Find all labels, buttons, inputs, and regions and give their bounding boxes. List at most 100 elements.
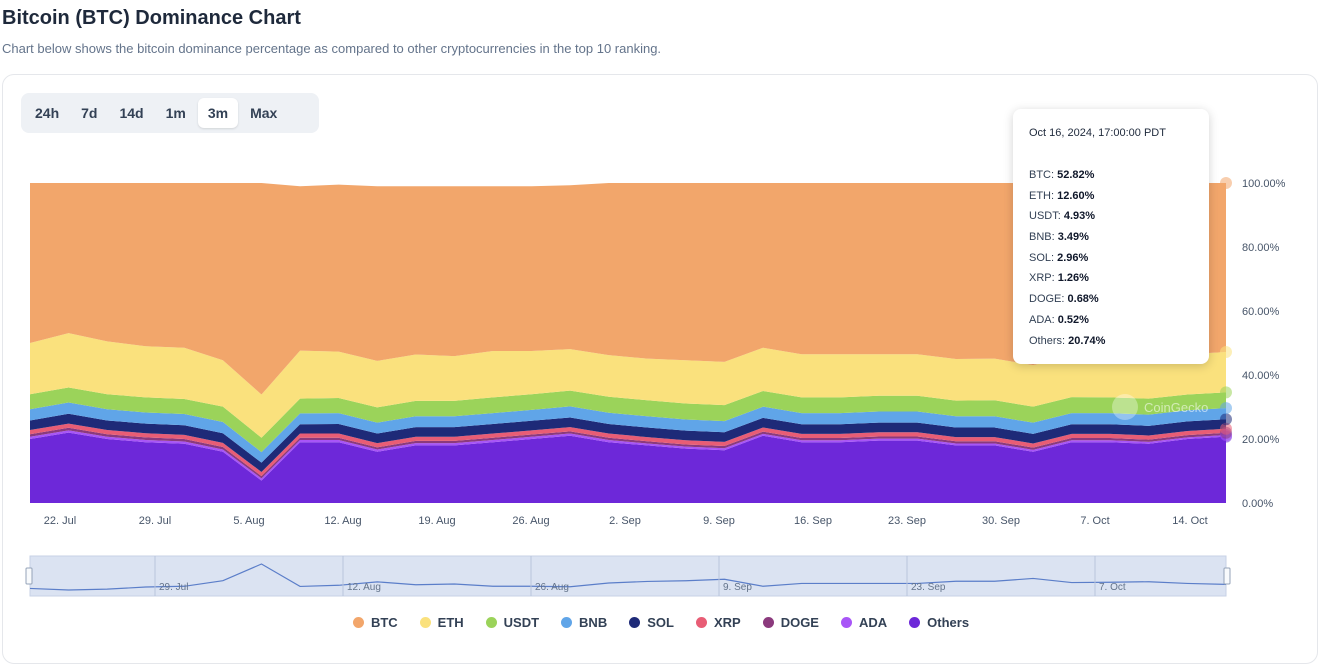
tooltip-row-xrp: XRP: 1.26%: [1029, 268, 1193, 289]
x-tick-label: 23. Sep: [888, 515, 926, 527]
legend-dot-icon: [352, 617, 364, 628]
legend-dot-icon: [762, 617, 774, 628]
marker-xrp: [1220, 422, 1232, 435]
legend-dot-icon: [840, 617, 852, 628]
legend-item-eth[interactable]: ETH: [419, 615, 464, 630]
x-tick-label: 22. Jul: [44, 515, 76, 527]
tooltip-series-value: 1.26%: [1057, 272, 1089, 285]
area-sol: [30, 413, 1226, 472]
area-eth: [30, 333, 1226, 438]
legend-item-btc[interactable]: BTC: [352, 615, 398, 630]
chart-legend: BTC ETH USDT BNB SOL XRP DOGE ADA Others: [3, 615, 1319, 630]
navigator-tick-label: 9. Sep: [723, 582, 752, 593]
navigator-tick-label: 12. Aug: [347, 582, 381, 593]
legend-label: SOL: [647, 615, 674, 630]
area-bnb: [30, 402, 1226, 463]
legend-dot-icon: [629, 617, 641, 628]
area-btc: [30, 183, 1226, 395]
legend-label: Others: [927, 615, 970, 630]
tooltip-row-btc: BTC: 52.82%: [1029, 165, 1193, 186]
tooltip-row-ada: ADA: 0.52%: [1029, 310, 1193, 331]
range-tab-3m[interactable]: 3m: [197, 98, 239, 128]
legend-item-usdt[interactable]: USDT: [485, 615, 540, 630]
legend-label: ETH: [437, 615, 464, 630]
x-tick-label: 16. Sep: [794, 515, 832, 527]
tooltip-series-name: ETH:: [1029, 189, 1058, 202]
x-tick-label: 14. Oct: [1172, 515, 1207, 527]
legend-item-sol[interactable]: SOL: [629, 615, 674, 630]
range-tab-14d[interactable]: 14d: [119, 105, 144, 121]
legend-label: BTC: [370, 615, 398, 630]
y-tick-label: 100.00%: [1242, 178, 1286, 190]
tooltip-series-name: BNB:: [1029, 231, 1058, 244]
x-tick-label: 7. Oct: [1080, 515, 1109, 527]
watermark-text: CoinGecko: [1144, 399, 1209, 415]
area-usdt: [30, 387, 1226, 453]
x-tick-label: 2. Sep: [609, 515, 641, 527]
marker-usdt: [1220, 386, 1232, 399]
x-tick-label: 26. Aug: [512, 515, 549, 527]
tooltip-series-name: DOGE:: [1029, 293, 1068, 306]
navigator-tick-label: 29. Jul: [159, 582, 188, 593]
marker-bnb: [1220, 402, 1232, 415]
tooltip-series-name: XRP:: [1029, 272, 1058, 285]
area-others: [30, 432, 1226, 503]
navigator-handle-left: [25, 567, 33, 585]
tooltip-date: Oct 16, 2024, 17:00:00 PDT: [1029, 127, 1166, 139]
navigator-line: [29, 563, 1227, 591]
navigator-tick-label: 26. Aug: [535, 582, 569, 593]
marker-btc: [1220, 177, 1232, 189]
range-tab-max[interactable]: Max: [250, 105, 278, 121]
tooltip-series-name: ADA:: [1029, 313, 1058, 326]
y-tick-label: 80.00%: [1242, 242, 1280, 254]
coingecko-logo-icon: [1112, 394, 1138, 420]
legend-dot-icon: [695, 617, 707, 628]
legend-label: DOGE: [780, 615, 819, 630]
x-tick-label: 12. Aug: [324, 515, 361, 527]
legend-item-others[interactable]: Others: [909, 615, 969, 630]
legend-item-ada[interactable]: ADA: [840, 615, 888, 630]
legend-label: BNB: [579, 615, 608, 630]
coingecko-watermark: CoinGecko: [1112, 394, 1208, 420]
tooltip-row-usdt: USDT: 4.93%: [1029, 206, 1193, 227]
range-tab-7d[interactable]: 7d: [81, 105, 98, 121]
legend-label: ADA: [858, 615, 888, 630]
tooltip-series-name: Others:: [1029, 334, 1069, 347]
legend-label: USDT: [503, 615, 540, 630]
y-tick-label: 20.00%: [1242, 434, 1280, 446]
legend-label: XRP: [713, 615, 741, 630]
tooltip-series-value: 0.52%: [1057, 313, 1089, 326]
tooltip-row-others: Others: 20.74%: [1029, 331, 1193, 352]
tooltip-series-value: 0.68%: [1067, 293, 1099, 306]
page-subtitle: Chart below shows the bitcoin dominance …: [2, 41, 662, 56]
legend-dot-icon: [485, 617, 497, 628]
tooltip-series-value: 12.60%: [1057, 189, 1095, 202]
x-tick-label: 9. Sep: [703, 515, 735, 527]
tooltip-series-value: 2.96%: [1057, 251, 1089, 264]
tooltip-row-bnb: BNB: 3.49%: [1029, 227, 1193, 248]
x-tick-label: 29. Jul: [139, 515, 171, 527]
y-tick-label: 40.00%: [1242, 370, 1280, 382]
x-tick-label: 30. Sep: [982, 515, 1020, 527]
tooltip-series-value: 4.93%: [1063, 210, 1096, 223]
y-tick-label: 0.00%: [1242, 498, 1273, 510]
navigator-handle-right: [1223, 567, 1231, 585]
legend-item-bnb[interactable]: BNB: [561, 615, 607, 630]
range-tab-24h[interactable]: 24h: [35, 105, 60, 121]
legend-dot-icon: [419, 617, 431, 628]
navigator-tick-label: 23. Sep: [911, 582, 946, 593]
tooltip-series-value: 20.74%: [1068, 334, 1106, 347]
legend-item-xrp[interactable]: XRP: [695, 615, 741, 630]
time-range-tabs: 24h 7d 14d 1m 3m Max: [21, 93, 319, 133]
y-tick-label: 60.00%: [1242, 306, 1280, 318]
range-tab-1m[interactable]: 1m: [165, 105, 186, 121]
marker-sol: [1220, 413, 1232, 426]
navigator-tick-label: 7. Oct: [1099, 582, 1126, 593]
tooltip-series-name: SOL:: [1029, 251, 1058, 264]
legend-item-doge[interactable]: DOGE: [762, 615, 819, 630]
marker-eth: [1220, 346, 1232, 359]
tooltip-series-name: USDT:: [1029, 210, 1064, 223]
tooltip-series-value: 52.82%: [1057, 169, 1095, 181]
legend-dot-icon: [909, 617, 921, 628]
